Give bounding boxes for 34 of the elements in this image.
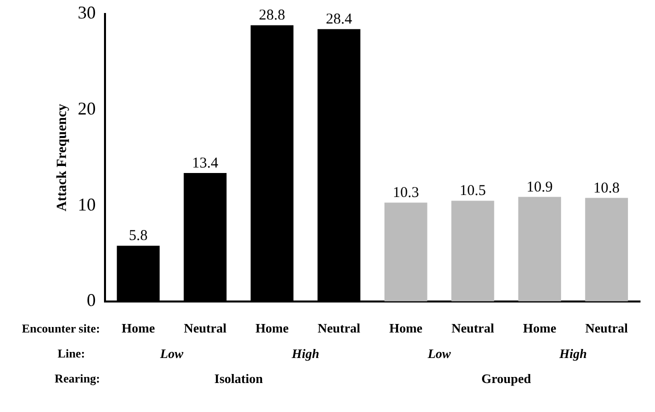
data-label: 28.8 <box>258 8 286 24</box>
bar <box>585 198 628 302</box>
bar <box>518 196 562 302</box>
data-label: 10.3 <box>392 185 419 202</box>
x-tick-label: Neutral <box>184 320 227 336</box>
x-tick-label: Home <box>389 320 423 336</box>
x-tick-label: Neutral <box>318 320 361 336</box>
text: Encounter site: <box>22 321 100 336</box>
y-tick-label: 0 <box>86 290 96 310</box>
data-label: 5.8 <box>128 228 148 244</box>
x-tick-label: Home <box>523 320 556 336</box>
data-label: 13.4 <box>192 155 219 172</box>
data-label: 28.4 <box>326 12 353 28</box>
bar <box>451 200 494 302</box>
bar <box>384 202 428 302</box>
x-tick-label: Neutral <box>451 320 494 336</box>
y-tick-label: 30 <box>78 2 96 23</box>
text: High <box>290 346 320 361</box>
x-tick-label: Home <box>122 320 156 336</box>
y-axis-title: Attack Frequency <box>55 104 70 212</box>
text: Line: <box>58 346 85 360</box>
x-tick-label: Home <box>255 320 289 336</box>
x-tick-label: Neutral <box>585 320 628 336</box>
text: Isolation <box>214 370 264 386</box>
y-tick-label: 20 <box>78 98 96 118</box>
data-label: 10.8 <box>593 180 620 196</box>
data-label: 10.5 <box>460 183 486 200</box>
text: Grouped <box>481 370 532 386</box>
text: High <box>558 346 587 361</box>
y-tick-label: 10 <box>78 194 96 214</box>
text: Low <box>159 346 184 361</box>
text: Rearing: <box>54 371 100 386</box>
text: Low <box>426 346 452 361</box>
data-label: 10.9 <box>526 179 553 196</box>
